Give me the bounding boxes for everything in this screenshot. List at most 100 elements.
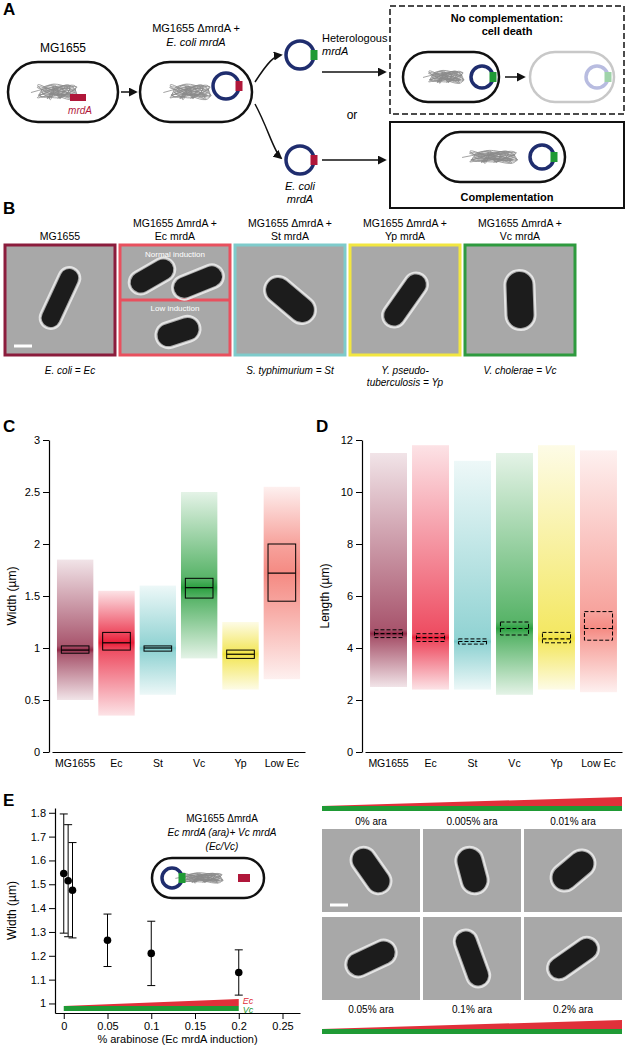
axis-line bbox=[366, 752, 623, 753]
cell-body bbox=[548, 847, 599, 895]
tick: 0.5 bbox=[25, 694, 49, 706]
plasmid bbox=[586, 66, 612, 88]
chart: MG1655 ΔmrdAEc mrdA (ara)+ Vc mrdA(Ec/Vc… bbox=[5, 807, 301, 1045]
tick: Low Ec bbox=[581, 752, 615, 769]
median bbox=[227, 654, 255, 655]
x-axis: 00.050.10.150.20.25 bbox=[56, 1013, 301, 1032]
axis-title: Length (µm) bbox=[318, 564, 332, 629]
error-cap bbox=[69, 937, 77, 938]
tick-label: Vc bbox=[193, 757, 205, 769]
tick-mark bbox=[49, 837, 55, 838]
tick-label: 1.5 bbox=[25, 590, 40, 602]
abbreviation: tuberculosis = Yp bbox=[367, 377, 444, 388]
point-cloud bbox=[264, 487, 300, 679]
tick-label: 2.5 bbox=[25, 486, 40, 498]
micro-cell bbox=[504, 269, 536, 330]
plasmid-ring bbox=[530, 145, 554, 169]
plasmid-gene bbox=[551, 152, 558, 162]
tick: 1.5 bbox=[25, 590, 49, 602]
point bbox=[64, 877, 72, 885]
tick: 3 bbox=[34, 434, 49, 446]
cell-body bbox=[127, 256, 177, 296]
tick-label: Low Ec bbox=[581, 757, 615, 769]
tick: 0.1 bbox=[144, 1013, 159, 1032]
point-cloud bbox=[140, 586, 176, 695]
tick-label: 2 bbox=[347, 694, 353, 706]
tick: 1 bbox=[34, 642, 49, 654]
cell-body bbox=[39, 266, 82, 330]
cell-halo bbox=[450, 926, 493, 991]
tick-label: Vc bbox=[508, 757, 520, 769]
tick-mark bbox=[43, 648, 49, 649]
tick-label: 6 bbox=[347, 590, 353, 602]
micrograph bbox=[423, 829, 521, 912]
plasmid bbox=[286, 41, 318, 69]
tick: 1.5 bbox=[31, 878, 55, 890]
tick-mark bbox=[356, 596, 362, 597]
error-cap bbox=[64, 824, 72, 825]
plasmid-gene bbox=[311, 50, 318, 60]
plasmid-ring bbox=[286, 41, 314, 69]
tick-label: Ec bbox=[424, 757, 436, 769]
tick: 4 bbox=[347, 642, 362, 654]
error-bar bbox=[235, 950, 243, 995]
scale-bar bbox=[330, 904, 348, 907]
cell-body bbox=[545, 935, 601, 982]
arrow bbox=[255, 104, 281, 158]
error-cap bbox=[147, 985, 155, 986]
divider bbox=[120, 299, 230, 302]
abbreviation: V. cholerae = Vc bbox=[484, 365, 557, 376]
tick-label: 0.05 bbox=[97, 1020, 118, 1032]
cell-halo bbox=[258, 270, 321, 329]
cell-body bbox=[140, 62, 252, 122]
tick: Yp bbox=[234, 752, 246, 769]
tick-label: 0.15 bbox=[185, 1020, 206, 1032]
tick: 1.6 bbox=[31, 854, 55, 866]
cell-body bbox=[155, 315, 202, 349]
tick: 1.8 bbox=[31, 807, 55, 819]
cell bbox=[140, 62, 252, 122]
micro-cell bbox=[168, 261, 227, 303]
tick-label: 0 bbox=[34, 746, 40, 758]
label: Low induction bbox=[151, 304, 200, 313]
label: E. coli mrdA bbox=[166, 36, 225, 48]
image-title: MG1655 ΔmrdA + bbox=[363, 217, 447, 229]
arrow bbox=[322, 159, 385, 161]
plasmid bbox=[471, 66, 497, 88]
median bbox=[268, 573, 296, 574]
cell-halo bbox=[345, 842, 396, 900]
point-cloud bbox=[580, 450, 617, 692]
error-cap bbox=[104, 966, 112, 967]
plasmid-gene bbox=[490, 72, 497, 82]
micrograph bbox=[5, 245, 115, 355]
tick: MG1655 bbox=[55, 752, 95, 769]
x-axis: MG1655EcStVcYpLow Ec bbox=[53, 752, 306, 769]
tick-mark bbox=[43, 492, 49, 493]
gene bbox=[238, 874, 250, 882]
error-bar bbox=[69, 843, 77, 938]
cell bbox=[530, 52, 614, 102]
median bbox=[542, 638, 570, 639]
plasmid bbox=[213, 73, 243, 99]
image-title: Ec mrdA bbox=[155, 230, 195, 242]
cell-halo bbox=[36, 263, 84, 332]
error-cap bbox=[104, 914, 112, 915]
median bbox=[584, 628, 612, 629]
x-axis: MG1655EcStVcYpLow Ec bbox=[366, 752, 623, 769]
induction-wedge bbox=[322, 1020, 622, 1029]
tick: 0 bbox=[34, 746, 49, 758]
solid-box bbox=[390, 122, 624, 208]
axis-line bbox=[362, 441, 363, 753]
tick-label: 1.1 bbox=[31, 974, 46, 986]
tick: 1 bbox=[40, 997, 55, 1009]
plasmid-gene bbox=[179, 873, 186, 883]
cell-halo bbox=[341, 935, 401, 981]
tick-label: 1.4 bbox=[31, 902, 46, 914]
cell-body bbox=[453, 929, 491, 988]
tick: St bbox=[468, 752, 478, 769]
axis-line bbox=[53, 752, 306, 753]
tick: Vc bbox=[193, 752, 205, 769]
tick: 1.7 bbox=[31, 831, 55, 843]
chromosome bbox=[462, 150, 517, 163]
tick-label: 0 bbox=[347, 746, 353, 758]
